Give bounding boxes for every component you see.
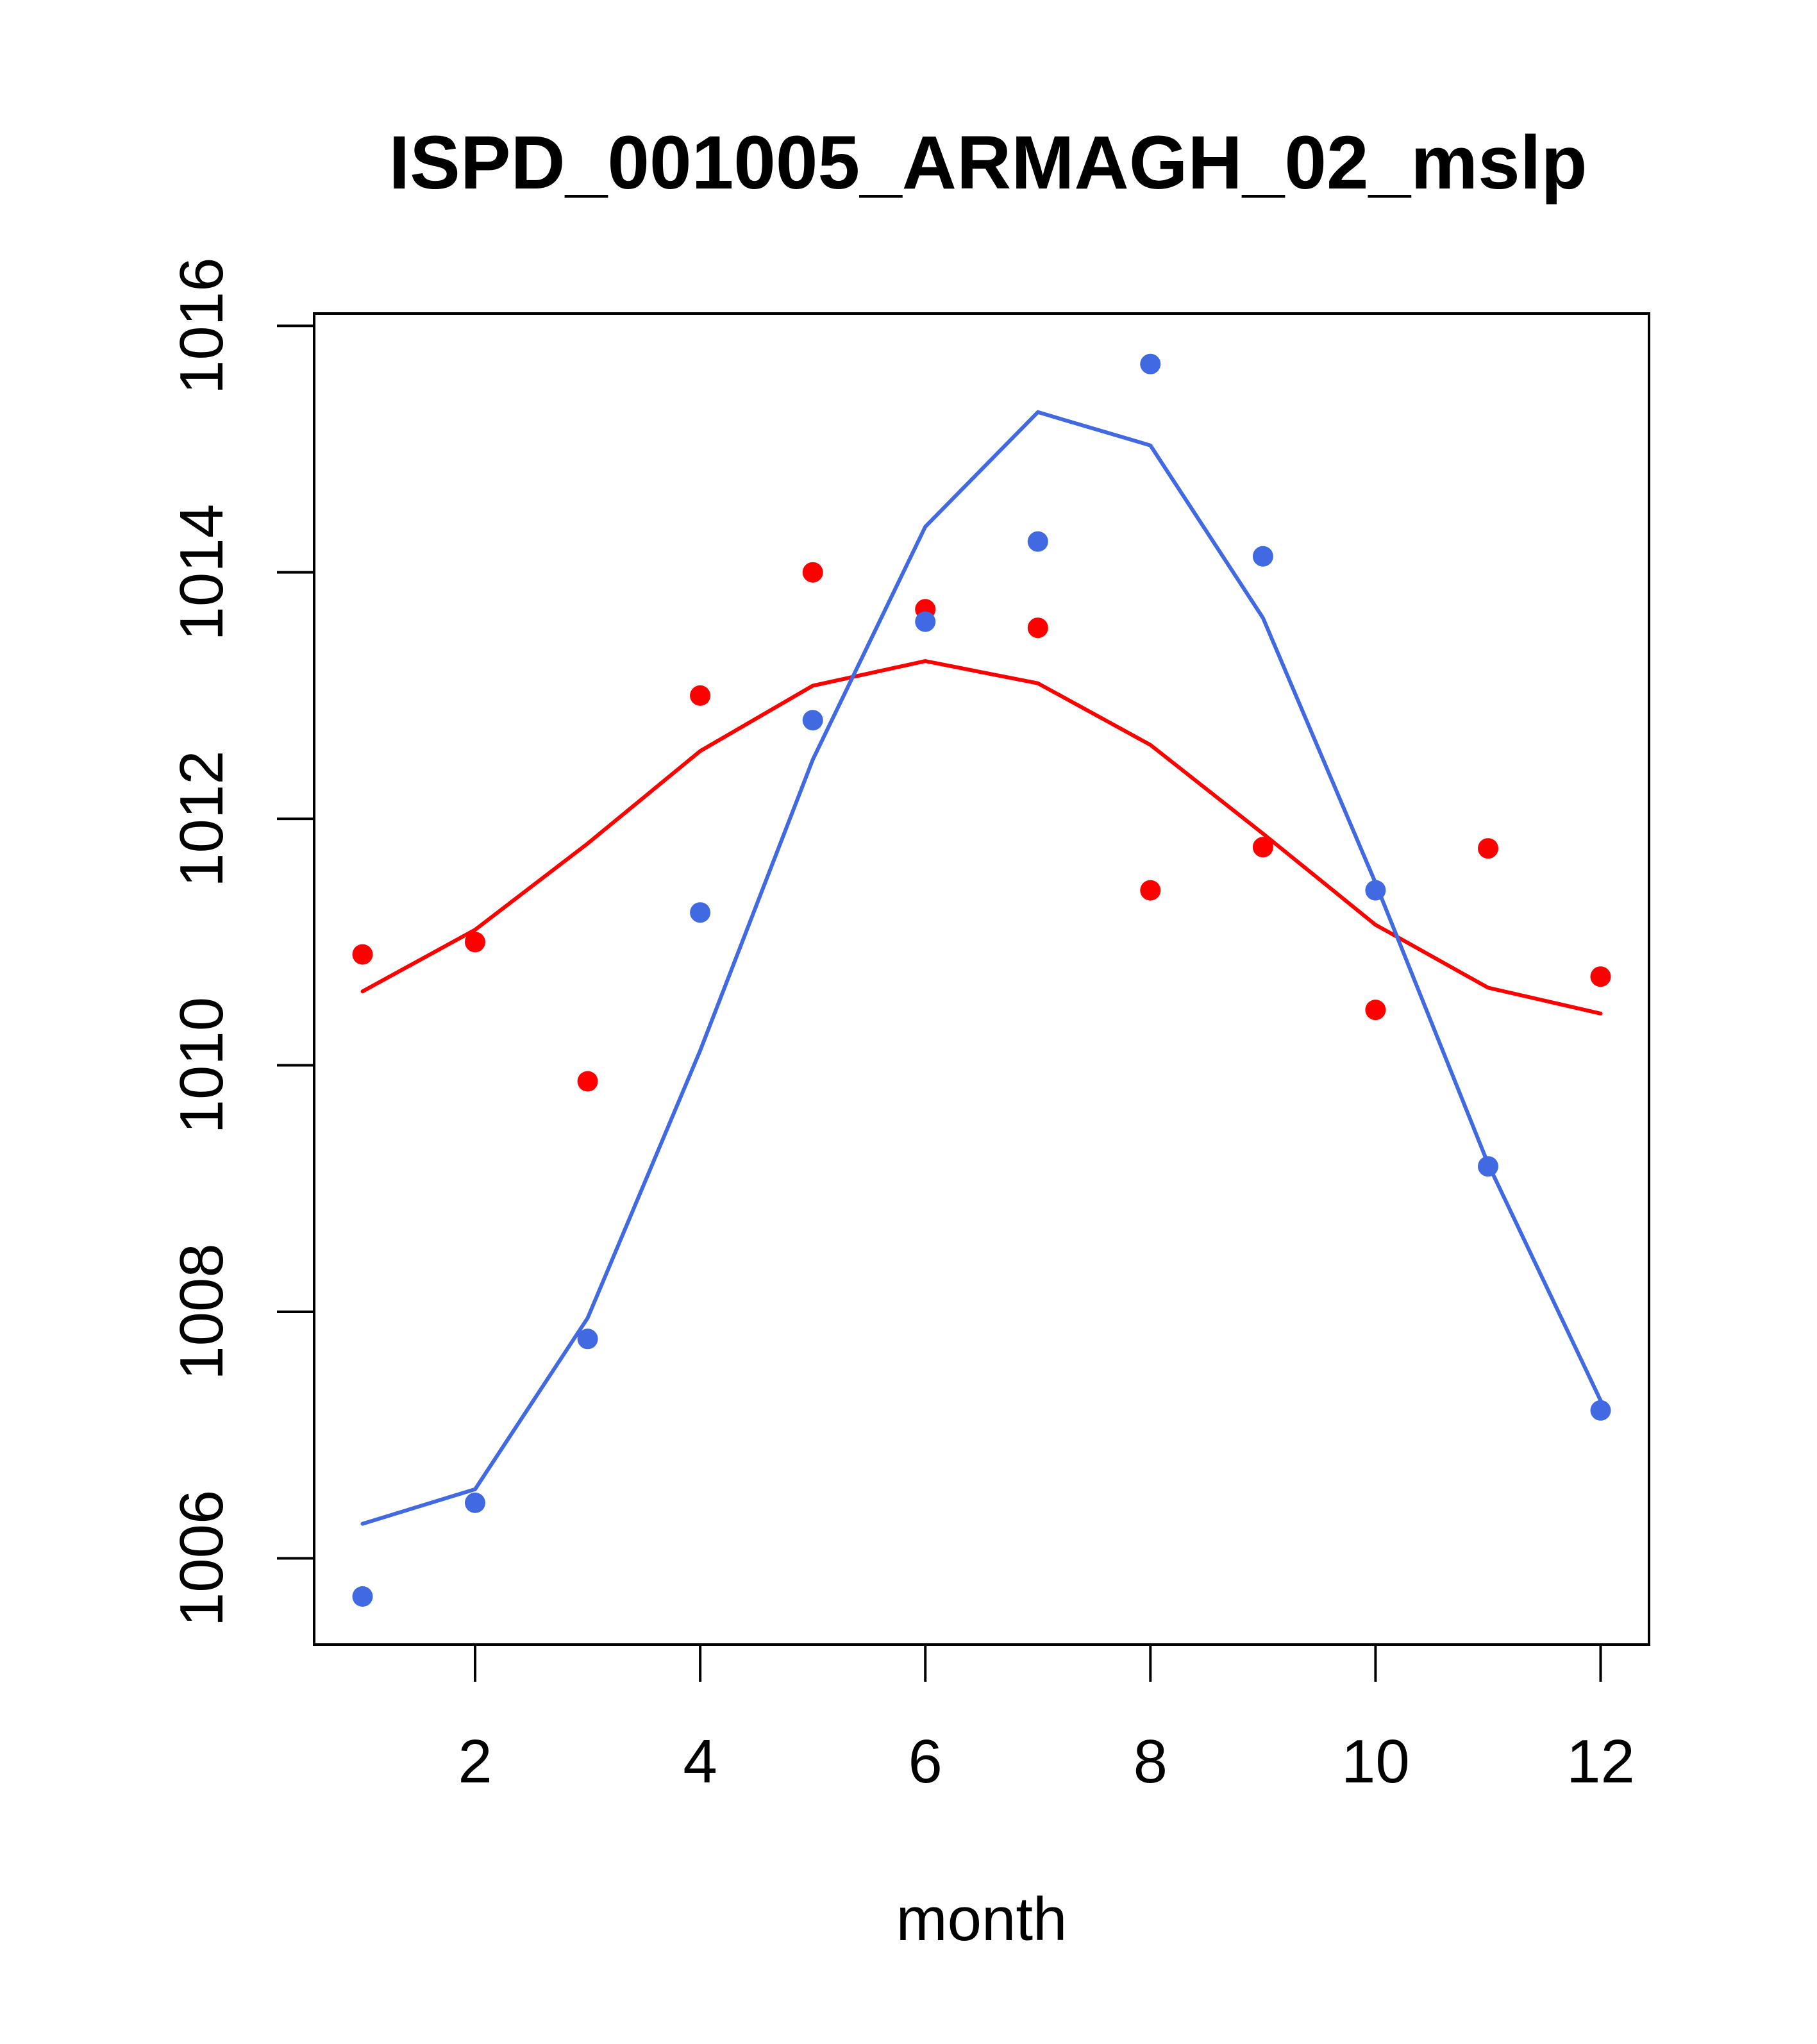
data-point-blue-points-11	[1478, 1156, 1498, 1177]
y-tick-label-1012: 1012	[167, 750, 236, 887]
data-point-red-points-1	[352, 944, 373, 965]
data-point-blue-points-10	[1365, 880, 1386, 901]
data-point-blue-points-5	[802, 710, 823, 731]
x-axis-label: month	[896, 1885, 1068, 1954]
data-point-blue-points-7	[1027, 531, 1048, 552]
data-point-blue-points-8	[1140, 353, 1161, 374]
series-line-red-fit	[360, 659, 1603, 1016]
y-tick-label-1014: 1014	[167, 504, 236, 641]
data-point-red-points-3	[577, 1071, 598, 1092]
data-point-red-points-8	[1140, 880, 1161, 901]
data-point-red-points-9	[1252, 837, 1273, 858]
x-tick-label-4: 4	[683, 1727, 717, 1796]
data-point-red-points-2	[465, 932, 485, 953]
data-point-red-points-10	[1365, 1000, 1386, 1021]
data-point-blue-points-1	[352, 1586, 373, 1607]
chart-title: ISPD_001005_ARMAGH_02_mslp	[389, 121, 1587, 205]
data-point-red-points-11	[1478, 838, 1498, 859]
data-point-blue-points-6	[915, 611, 936, 632]
data-point-blue-points-12	[1590, 1400, 1611, 1421]
x-tick-label-2: 2	[458, 1727, 492, 1796]
y-tick-label-1008: 1008	[167, 1243, 236, 1380]
data-point-blue-points-2	[465, 1492, 485, 1513]
x-tick-label-8: 8	[1134, 1727, 1168, 1796]
data-point-red-points-12	[1590, 966, 1611, 987]
data-point-red-points-5	[802, 562, 823, 583]
x-tick-label-10: 10	[1341, 1727, 1410, 1796]
plot-layer	[352, 353, 1611, 1607]
data-point-blue-points-9	[1252, 546, 1273, 567]
series-line-blue-fit	[360, 410, 1603, 1526]
data-point-blue-points-3	[577, 1328, 598, 1350]
x-tick-label-12: 12	[1566, 1727, 1635, 1796]
data-point-red-points-4	[690, 685, 711, 706]
y-tick-label-1010: 1010	[167, 997, 236, 1134]
y-tick-label-1006: 1006	[167, 1490, 236, 1627]
data-point-red-points-7	[1027, 617, 1048, 639]
y-tick-label-1016: 1016	[167, 257, 236, 394]
x-tick-label-6: 6	[908, 1727, 942, 1796]
data-point-blue-points-4	[690, 902, 711, 923]
